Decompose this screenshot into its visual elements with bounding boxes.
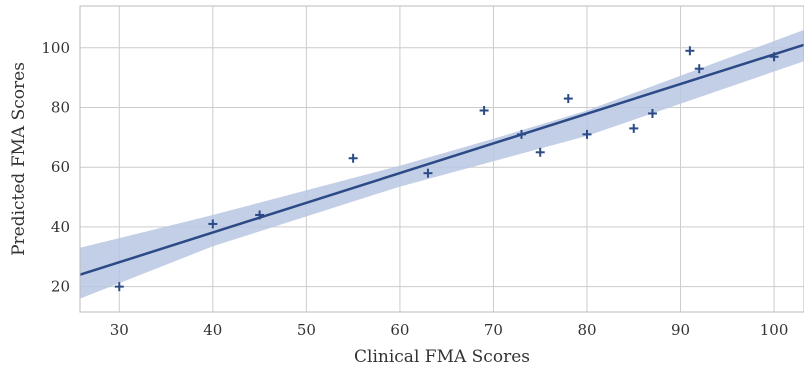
y-tick-labels: 20 40 60 80 100 <box>41 39 70 296</box>
data-point <box>348 153 358 163</box>
data-point <box>685 46 695 56</box>
data-point <box>535 147 545 157</box>
x-tick-labels: 30 40 50 60 70 80 90 100 <box>110 321 789 339</box>
regression-line-group <box>79 43 804 276</box>
data-point <box>694 64 704 74</box>
data-point <box>255 210 265 220</box>
data-point <box>582 129 592 139</box>
x-axis-label: Clinical FMA Scores <box>354 347 530 367</box>
data-point <box>114 282 124 292</box>
y-tick-label: 40 <box>51 218 70 236</box>
y-tick-label: 20 <box>51 278 70 296</box>
data-point <box>517 129 527 139</box>
x-tick-label: 70 <box>484 321 503 339</box>
x-tick-label: 80 <box>577 321 596 339</box>
y-tick-label: 80 <box>51 99 70 117</box>
x-tick-label: 100 <box>760 321 789 339</box>
plot-frame <box>79 5 804 313</box>
data-point <box>208 219 218 229</box>
x-tick-label: 60 <box>390 321 409 339</box>
x-tick-label: 40 <box>203 321 222 339</box>
confidence-band <box>80 29 804 299</box>
data-point <box>647 108 657 118</box>
data-point <box>563 94 573 104</box>
y-axis-label: Predicted FMA Scores <box>9 62 29 256</box>
regression-line <box>79 43 804 276</box>
data-point <box>479 105 489 115</box>
x-tick-label: 30 <box>110 321 129 339</box>
y-tick-label: 60 <box>51 158 70 176</box>
data-points <box>114 46 779 292</box>
x-tick-label: 50 <box>297 321 316 339</box>
data-point <box>629 123 639 133</box>
data-point <box>423 168 433 178</box>
data-point <box>769 52 779 62</box>
confidence-band-group <box>80 29 804 299</box>
y-tick-label: 100 <box>41 39 70 57</box>
x-tick-label: 90 <box>671 321 690 339</box>
